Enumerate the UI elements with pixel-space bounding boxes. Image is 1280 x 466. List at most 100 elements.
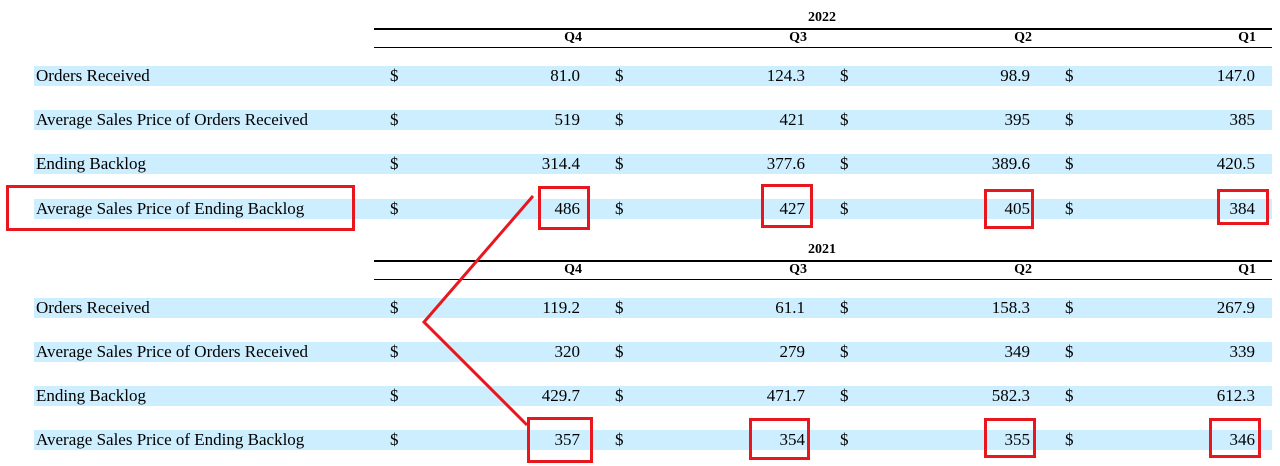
quarter-header-q2: Q2 [1014, 262, 1032, 277]
currency-symbol: $ [615, 154, 624, 173]
row-label: Average Sales Price of Ending Backlog [36, 430, 305, 449]
quarter-header-q2: Q2 [1014, 30, 1032, 45]
cell-value: 486 [554, 199, 581, 218]
header-rule [374, 28, 1272, 30]
annotation-box-value [527, 417, 593, 463]
currency-symbol: $ [390, 199, 399, 218]
cell-value: 357 [554, 430, 581, 449]
cell-value: 355 [1004, 430, 1031, 449]
currency-symbol: $ [840, 199, 849, 218]
cell-value: 354 [779, 430, 806, 449]
row-label: Average Sales Price of Ending Backlog [36, 199, 305, 218]
table-row: Orders Received $ 81.0 $ 124.3 $ 98.9 $ … [34, 66, 1272, 86]
annotation-box-value [984, 189, 1034, 229]
currency-symbol: $ [615, 199, 624, 218]
table-row: Average Sales Price of Orders Received $… [34, 110, 1272, 130]
cell-value: 429.7 [541, 386, 580, 405]
cell-value: 421 [779, 110, 806, 129]
cell-value: 427 [779, 199, 806, 218]
cell-value: 314.4 [541, 154, 580, 173]
cell-value: 384 [1229, 199, 1256, 218]
quarter-header-q4: Q4 [564, 30, 582, 45]
cell-value: 389.6 [991, 154, 1030, 173]
row-label: Average Sales Price of Orders Received [36, 110, 309, 129]
row-label: Ending Backlog [36, 386, 147, 405]
cell-value: 119.2 [542, 298, 580, 317]
annotation-box-value [984, 418, 1036, 458]
currency-symbol: $ [390, 66, 399, 85]
year-header-2022: 2022 [808, 10, 836, 25]
quarter-header-q1: Q1 [1238, 30, 1256, 45]
currency-symbol: $ [390, 386, 399, 405]
currency-symbol: $ [390, 298, 399, 317]
row-label: Orders Received [36, 66, 150, 85]
currency-symbol: $ [840, 66, 849, 85]
quarter-header-q1: Q1 [1238, 262, 1256, 277]
annotation-box-value [749, 418, 810, 460]
currency-symbol: $ [1065, 386, 1074, 405]
cell-value: 582.3 [991, 386, 1030, 405]
row-label: Average Sales Price of Orders Received [36, 342, 309, 361]
currency-symbol: $ [615, 298, 624, 317]
table-row: Average Sales Price of Ending Backlog $ … [34, 199, 1272, 219]
table-row: Orders Received $ 119.2 $ 61.1 $ 158.3 $… [34, 298, 1272, 318]
table-row: Ending Backlog $ 429.7 $ 471.7 $ 582.3 $… [34, 386, 1272, 406]
cell-value: 267.9 [1216, 298, 1255, 317]
table-row: Average Sales Price of Ending Backlog $ … [34, 430, 1272, 450]
cell-value: 81.0 [550, 66, 580, 85]
cell-value: 405 [1004, 199, 1031, 218]
cell-value: 377.6 [766, 154, 805, 173]
annotation-box-value [1209, 418, 1261, 458]
year-header-2021: 2021 [808, 242, 836, 257]
cell-value: 612.3 [1216, 386, 1255, 405]
currency-symbol: $ [1065, 298, 1074, 317]
cell-value: 385 [1229, 110, 1256, 129]
cell-value: 339 [1229, 342, 1256, 361]
cell-value: 349 [1004, 342, 1031, 361]
currency-symbol: $ [1065, 154, 1074, 173]
header-rule [374, 47, 1272, 48]
currency-symbol: $ [615, 342, 624, 361]
cell-value: 61.1 [775, 298, 805, 317]
cell-value: 147.0 [1216, 66, 1255, 85]
quarter-header-q3: Q3 [789, 262, 807, 277]
cell-value: 124.3 [766, 66, 805, 85]
annotation-box-value [761, 184, 813, 228]
currency-symbol: $ [840, 110, 849, 129]
currency-symbol: $ [840, 342, 849, 361]
cell-value: 420.5 [1216, 154, 1255, 173]
table-row: Ending Backlog $ 314.4 $ 377.6 $ 389.6 $… [34, 154, 1272, 174]
annotation-connector-line [421, 195, 535, 427]
cell-value: 320 [554, 342, 581, 361]
currency-symbol: $ [1065, 110, 1074, 129]
currency-symbol: $ [390, 342, 399, 361]
currency-symbol: $ [840, 430, 849, 449]
cell-value: 395 [1004, 110, 1031, 129]
cell-value: 471.7 [766, 386, 805, 405]
table-row: Average Sales Price of Orders Received $… [34, 342, 1272, 362]
currency-symbol: $ [840, 386, 849, 405]
currency-symbol: $ [390, 110, 399, 129]
currency-symbol: $ [1065, 342, 1074, 361]
currency-symbol: $ [615, 110, 624, 129]
cell-value: 519 [554, 110, 581, 129]
currency-symbol: $ [1065, 199, 1074, 218]
currency-symbol: $ [1065, 430, 1074, 449]
quarter-header-q3: Q3 [789, 30, 807, 45]
currency-symbol: $ [390, 430, 399, 449]
row-label: Orders Received [36, 298, 150, 317]
cell-value: 98.9 [1000, 66, 1030, 85]
row-label: Ending Backlog [36, 154, 147, 173]
cell-value: 279 [779, 342, 806, 361]
cell-value: 346 [1229, 430, 1256, 449]
annotation-box-label [6, 185, 355, 231]
currency-symbol: $ [615, 386, 624, 405]
currency-symbol: $ [840, 298, 849, 317]
currency-symbol: $ [1065, 66, 1074, 85]
annotation-box-value [1217, 189, 1269, 225]
currency-symbol: $ [615, 430, 624, 449]
currency-symbol: $ [390, 154, 399, 173]
annotation-box-value [538, 186, 590, 230]
header-rule [374, 260, 1272, 262]
